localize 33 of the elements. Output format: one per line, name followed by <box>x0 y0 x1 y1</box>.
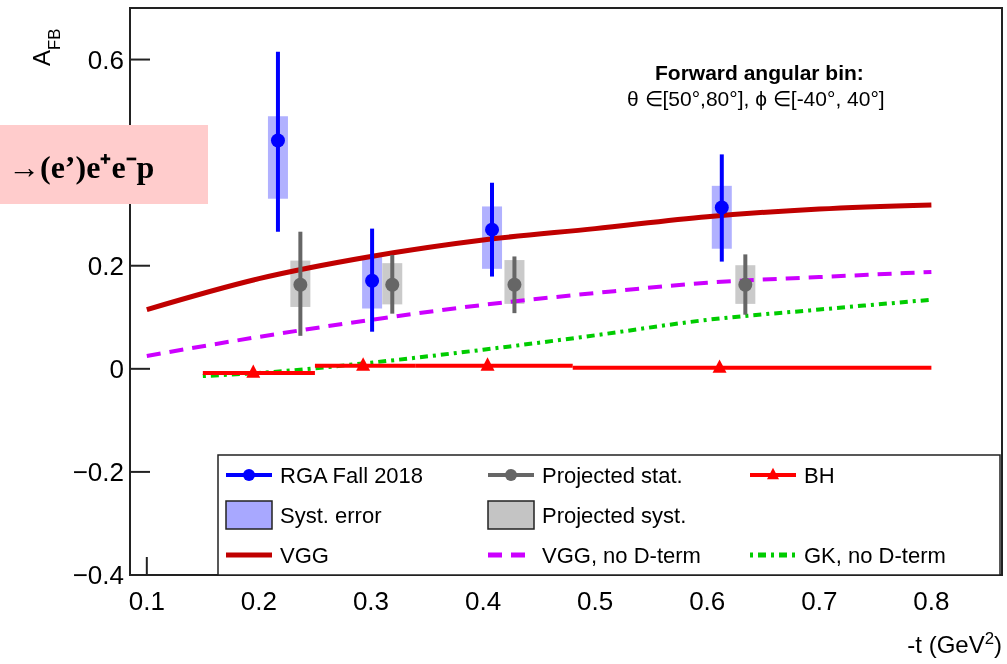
y-tick-label: −0.4 <box>72 560 124 590</box>
point <box>480 357 495 371</box>
y-tick-label: −0.2 <box>72 456 124 487</box>
x-tick-label: 0.7 <box>801 586 838 616</box>
annotation: θ ∈[50°,80°], ϕ ∈[-40°, 40°] <box>627 87 885 110</box>
y-tick-label: 0.2 <box>87 250 124 281</box>
legend-label: RGA Fall 2018 <box>280 463 424 488</box>
point <box>712 359 727 373</box>
legend-label: BH <box>804 463 835 488</box>
x-tick-label: 0.5 <box>577 586 614 616</box>
annotation: Forward angular bin: <box>655 61 864 84</box>
x-axis-title: -t (GeV$^{2}$) <box>907 628 1002 658</box>
legend-label: GK, no D-term <box>804 543 946 568</box>
x-tick-label: 0.6 <box>689 586 726 616</box>
x-tick-label: 0.8 <box>913 586 950 616</box>
point <box>356 357 371 371</box>
point <box>270 133 285 148</box>
x-tick-label: 0.3 <box>352 586 390 616</box>
x-tick-label: 0.4 <box>464 586 502 616</box>
legend-label: VGG, no D-term <box>542 543 701 568</box>
x-tick-label: 0.1 <box>128 586 165 616</box>
legend-label: Syst. error <box>280 503 382 528</box>
annotation: →(e’)e⁺e⁻p <box>8 149 155 185</box>
point <box>714 200 729 215</box>
x-tick-label: 0.2 <box>240 586 277 616</box>
y-tick-label: 0.6 <box>87 44 124 75</box>
line-series <box>144 269 934 358</box>
point <box>485 222 500 237</box>
y-tick-label: 0 <box>109 353 124 384</box>
legend-label: VGG <box>280 543 329 568</box>
legend-label: Projected syst. <box>542 503 687 528</box>
legend-label: Projected stat. <box>542 463 683 488</box>
point <box>246 364 261 378</box>
